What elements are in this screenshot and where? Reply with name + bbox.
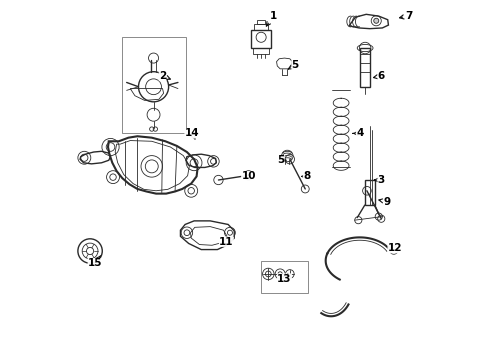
Bar (257, 20, 266, 24)
Text: 5: 5 (288, 60, 299, 70)
Text: 8: 8 (302, 171, 310, 181)
Text: 5: 5 (277, 155, 286, 165)
Text: 4: 4 (353, 129, 364, 138)
Text: 11: 11 (219, 237, 234, 247)
Bar (254, 24, 269, 30)
Text: 6: 6 (373, 71, 385, 81)
Text: 7: 7 (399, 11, 413, 21)
Text: 1: 1 (267, 11, 277, 26)
Bar (360, 48, 370, 87)
Text: 15: 15 (88, 256, 102, 268)
Text: 14: 14 (185, 129, 199, 139)
Bar (365, 180, 375, 205)
Text: 3: 3 (374, 175, 385, 185)
Bar (253, 48, 269, 54)
Text: 13: 13 (277, 273, 292, 284)
Text: 2: 2 (159, 71, 171, 81)
Bar (261, 261, 308, 293)
Bar (251, 30, 271, 48)
Text: 10: 10 (242, 171, 256, 181)
Circle shape (374, 18, 379, 23)
Text: 9: 9 (379, 197, 390, 207)
Text: 12: 12 (387, 243, 402, 253)
Bar (122, 37, 186, 133)
